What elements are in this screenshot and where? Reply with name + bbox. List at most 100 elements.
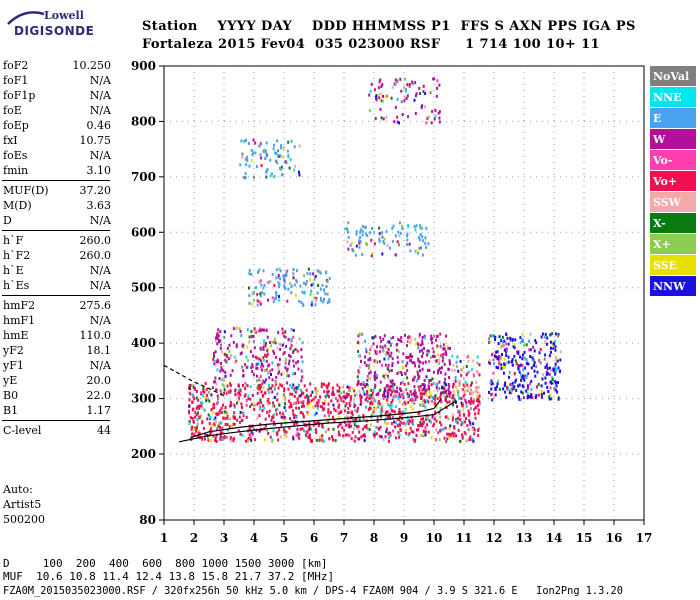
echo-point: [336, 399, 339, 403]
echo-point: [298, 144, 301, 148]
echo-point: [272, 300, 275, 304]
echo-point: [421, 354, 423, 358]
echo-point: [530, 388, 533, 392]
echo-point: [269, 158, 272, 162]
echo-point: [494, 338, 496, 342]
echo-point: [531, 356, 534, 360]
echo-point: [375, 360, 378, 364]
y-tick-label: 700: [131, 170, 156, 184]
echo-point: [260, 401, 263, 405]
echo-point: [380, 99, 383, 103]
echo-point: [435, 428, 438, 432]
param-key: foEp: [3, 119, 29, 132]
echo-point: [406, 340, 409, 344]
echo-point: [407, 225, 410, 229]
echo-point: [424, 336, 427, 340]
echo-point: [343, 409, 346, 413]
param-value: N/A: [89, 104, 111, 117]
echo-point: [326, 393, 329, 397]
echo-point: [464, 399, 467, 402]
echo-point: [232, 327, 235, 331]
echo-point: [293, 395, 296, 398]
echo-point: [461, 388, 464, 391]
echo-point: [418, 365, 421, 369]
echo-point: [317, 400, 320, 404]
echo-point: [347, 235, 350, 239]
echo-point: [303, 274, 306, 278]
echo-point: [313, 413, 316, 417]
echo-point: [453, 398, 456, 402]
echo-point: [248, 427, 251, 431]
echo-point: [390, 351, 393, 355]
logo-line2: DIGISONDE: [14, 24, 95, 38]
echo-point: [281, 327, 284, 331]
param-row: B1 1.17: [3, 403, 111, 418]
echo-point: [256, 362, 259, 366]
param-value: 1.17: [86, 404, 112, 417]
echo-point: [351, 413, 354, 417]
echo-point: [501, 343, 504, 347]
echo-point: [459, 418, 462, 422]
echo-point: [368, 366, 371, 370]
echo-point: [276, 398, 279, 402]
echo-point: [401, 227, 404, 231]
echo-point: [255, 366, 258, 370]
echo-point: [379, 78, 382, 82]
echo-point: [312, 405, 315, 409]
echo-point: [239, 387, 242, 391]
echo-point: [549, 350, 552, 354]
echo-point: [550, 397, 553, 401]
echo-point: [350, 241, 353, 245]
echo-point: [468, 370, 471, 373]
echo-point: [194, 387, 196, 391]
echo-point: [216, 427, 219, 431]
echo-point: [394, 78, 397, 82]
echo-point: [292, 350, 295, 354]
echo-point: [356, 375, 359, 379]
echo-point: [315, 392, 318, 396]
echo-point: [250, 273, 253, 276]
echo-point: [365, 347, 368, 351]
echo-point: [402, 396, 405, 400]
legend-swatch: [650, 234, 696, 254]
echo-point: [313, 420, 316, 424]
echo-point: [236, 392, 238, 396]
echo-point: [548, 372, 551, 376]
param-key: hmF2: [3, 299, 36, 312]
echo-point: [496, 382, 499, 386]
echo-point: [270, 386, 273, 390]
echo-point: [325, 430, 327, 434]
echo-point: [375, 350, 378, 354]
echo-point: [197, 404, 200, 408]
echo-point: [435, 405, 438, 409]
echo-point: [519, 398, 522, 402]
echo-point: [555, 368, 558, 371]
echo-point: [271, 384, 274, 388]
echo-point: [369, 231, 372, 235]
echo-point: [457, 429, 460, 432]
echo-point: [434, 410, 437, 414]
x-tick-label: 7: [340, 531, 348, 545]
param-row: foF1 N/A: [3, 73, 111, 88]
echo-point: [322, 426, 325, 429]
echo-point: [436, 353, 439, 357]
echo-point: [469, 435, 472, 439]
echo-point: [401, 113, 404, 117]
echo-point: [375, 376, 378, 379]
echo-point: [295, 280, 298, 284]
echo-point: [280, 415, 283, 419]
echo-point: [545, 342, 548, 346]
echo-point: [322, 408, 325, 412]
echo-point: [244, 387, 247, 391]
echo-point: [507, 342, 510, 346]
echo-point: [558, 370, 561, 374]
echo-point: [321, 439, 324, 443]
echo-point: [450, 393, 452, 397]
echo-point: [268, 376, 271, 380]
echo-point: [315, 401, 318, 405]
echo-point: [347, 410, 350, 414]
echo-point: [347, 247, 350, 251]
echo-point: [303, 423, 306, 427]
echo-point: [389, 431, 392, 435]
echo-point: [377, 401, 380, 405]
